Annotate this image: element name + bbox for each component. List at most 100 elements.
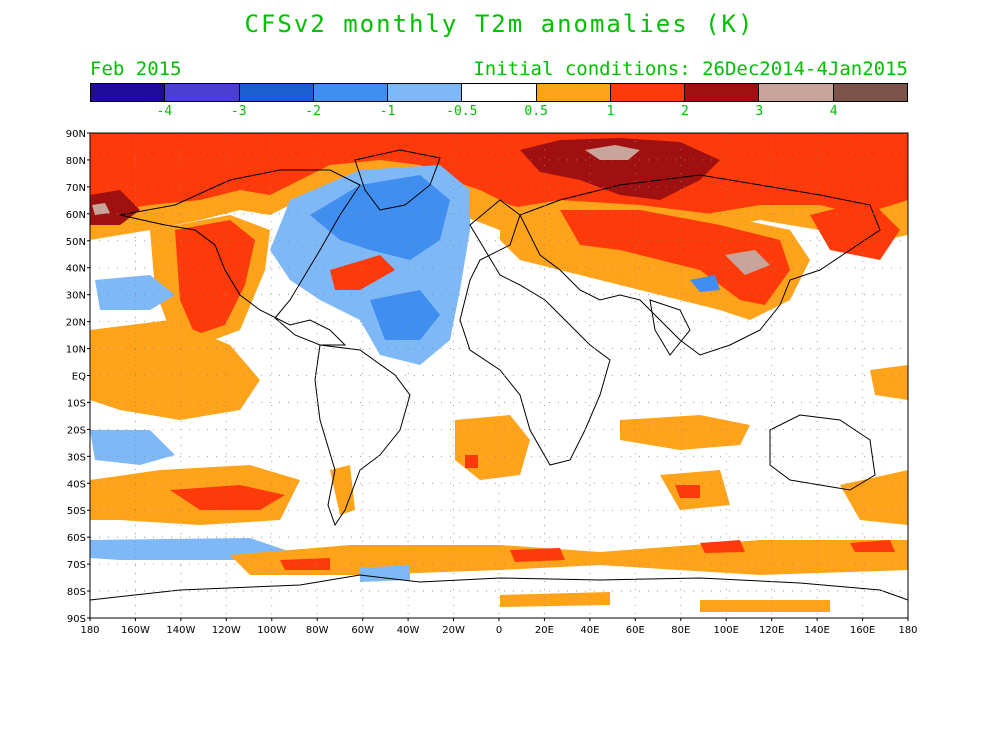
colorbar-label: -3: [230, 104, 247, 119]
colorbar-label: 3: [755, 104, 764, 119]
latitude-label: 20N: [66, 318, 86, 329]
colorbar-label: 0.5: [524, 104, 548, 119]
graticule: [90, 133, 908, 618]
colorbar-label: 2: [680, 104, 689, 119]
longitude-label: 80W: [306, 625, 329, 636]
latitude-label: 30N: [66, 291, 86, 302]
colorbar-label: -4: [156, 104, 173, 119]
longitude-label: 120E: [759, 625, 784, 636]
south-pole-warm: [500, 592, 610, 607]
longitude-label: 180: [898, 625, 917, 636]
antarctica-coast: [90, 574, 908, 601]
colorbar-label: 1: [606, 104, 615, 119]
india-coast: [649, 299, 691, 356]
greenland-coast: [354, 149, 441, 211]
south-indian-hot: [675, 485, 700, 498]
australia-coast: [769, 414, 876, 491]
longitude-label: 140E: [804, 625, 829, 636]
latitude-label: 90N: [66, 129, 86, 140]
latitude-label: 50S: [67, 506, 86, 517]
longitude-label: 40E: [580, 625, 599, 636]
colorbar-segment: [313, 84, 389, 101]
west-na-hot: [175, 220, 255, 335]
latitude-labels: 90N 80N 70N 60N 50N 40N 30N 20N 10N EQ 10S 20S 30S 40…: [66, 129, 90, 625]
longitude-label: 180: [80, 625, 99, 636]
tibet-cold: [690, 275, 720, 292]
longitude-label: 0: [496, 625, 502, 636]
latitude-label: 80N: [66, 156, 86, 167]
antarctic-hot4: [280, 558, 330, 570]
longitude-label: 100W: [257, 625, 286, 636]
colorbar-label: -0.5: [446, 104, 478, 119]
latitude-label: 60S: [67, 533, 86, 544]
south-pole-warm2: [700, 600, 830, 612]
kamchatka-hot: [810, 200, 900, 260]
latitude-label: 40S: [67, 479, 86, 490]
latitude-label: 70N: [66, 183, 86, 194]
west-pacific-warm: [870, 365, 908, 400]
colorbar-segment: [833, 84, 907, 101]
longitude-label: 80E: [671, 625, 690, 636]
latitude-label: 10N: [66, 345, 86, 356]
colorbar: [90, 83, 908, 102]
indian-warm: [620, 415, 750, 450]
colorbar-label: -2: [305, 104, 321, 119]
latitude-label: EQ: [72, 372, 86, 383]
siberia-dark: [520, 138, 720, 200]
colorbar-label: -1: [379, 104, 396, 119]
asia-coast: [519, 174, 881, 356]
longitude-label: 60W: [351, 625, 374, 636]
atlantic-cold3: [370, 290, 440, 340]
latitude-label: 60N: [66, 210, 86, 221]
tasman-warm: [840, 470, 908, 525]
colorbar-label: 4: [829, 104, 838, 119]
europe-africa-coast: [459, 199, 611, 466]
longitude-label: 20W: [442, 625, 465, 636]
initial-conditions: Initial conditions: 26Dec2014-4Jan2015: [473, 58, 908, 80]
longitude-label: 40W: [397, 625, 420, 636]
antarctic-hot1: [510, 548, 565, 562]
latitude-label: 20S: [67, 425, 86, 436]
colorbar-segment: [610, 84, 686, 101]
coastlines: [90, 149, 908, 601]
pacific-east-warm: [90, 320, 260, 420]
latitude-label: 30S: [67, 452, 86, 463]
pacific-west-cold: [95, 275, 175, 310]
colorbar-labels: -4 -3 -2 -1 -0.5 0.5 1 2 3 4: [90, 104, 908, 120]
antarctic-hot3: [850, 540, 895, 552]
north-america-coast: [119, 169, 361, 346]
colorbar-segment: [685, 84, 760, 101]
longitude-label: 100E: [714, 625, 739, 636]
colorbar-segment: [536, 84, 611, 101]
siberia-max: [585, 145, 640, 160]
colorbar-segment: [91, 84, 166, 101]
alaska-max: [92, 203, 110, 215]
colorbar-segment: [165, 84, 240, 101]
latitude-label: 70S: [67, 560, 86, 571]
southern-hot: [170, 485, 285, 510]
longitude-label: 20E: [535, 625, 554, 636]
forecast-month: Feb 2015: [90, 58, 182, 80]
longitude-label: 60E: [626, 625, 645, 636]
china-max: [725, 250, 770, 275]
eurasia-hot: [560, 210, 790, 305]
colorbar-segment: [388, 84, 463, 101]
latitude-label: 50N: [66, 237, 86, 248]
latitude-label: 40N: [66, 264, 86, 275]
south-america-coast: [314, 344, 411, 527]
longitude-label: 160E: [850, 625, 875, 636]
map-title: CFSv2 monthly T2m anomalies (K): [244, 10, 755, 38]
colorbar-segment: [239, 84, 314, 101]
longitude-labels: 180 160W 140W 120W 100W 80W 60W 40W 20W 0 20E 40E 60…: [80, 618, 918, 636]
latitude-label: 80S: [67, 587, 86, 598]
south-pole-cold: [360, 565, 410, 582]
patagonia-warm: [330, 465, 355, 515]
colorbar-segment: [759, 84, 834, 101]
antarctic-hot2: [700, 540, 745, 553]
longitude-label: 140W: [166, 625, 195, 636]
longitude-label: 160W: [121, 625, 150, 636]
latitude-label: 90S: [67, 614, 86, 625]
longitude-label: 120W: [212, 625, 241, 636]
south-atlantic-hot: [465, 455, 478, 468]
